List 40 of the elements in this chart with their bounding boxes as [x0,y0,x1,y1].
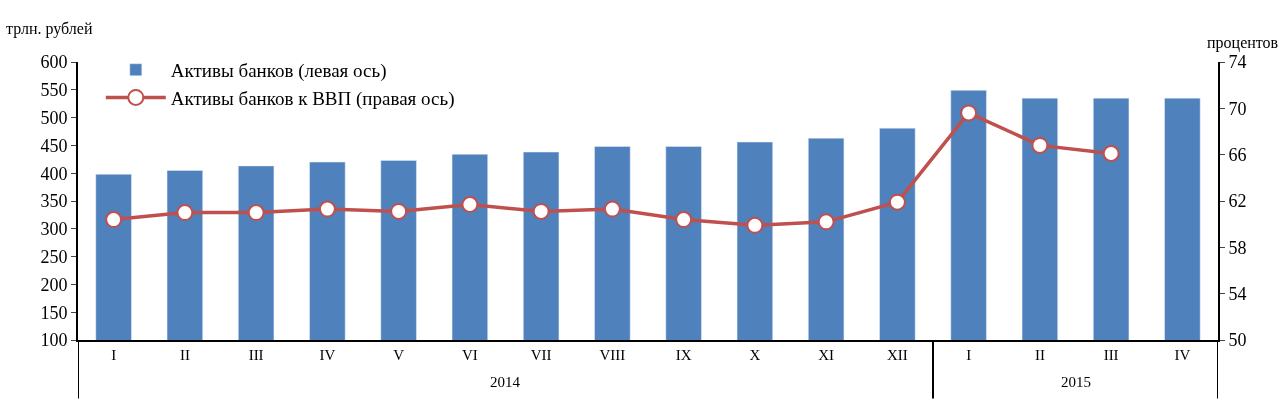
y2-tick-label: 66 [1228,144,1247,165]
x-tick-label: XII [886,347,908,363]
y2-tick-label: 70 [1228,98,1247,119]
x-tick-label: I [966,347,972,363]
x-tick-label: XI [818,347,835,363]
y2-tick-label: 74 [1228,52,1247,73]
x-tick-label: II [1034,347,1045,363]
y2-tick-label: 54 [1228,283,1247,304]
y-tick-label: 600 [40,52,68,73]
y-tick-label: 450 [40,135,68,156]
x-tick-label: III [1103,347,1119,363]
y-tick-label: 400 [40,163,68,184]
y2-tick-label: 62 [1228,191,1247,212]
x-tick-label: VIII [599,347,626,363]
y-tick-label: 250 [40,246,68,267]
y2-axis-title: процентов [1207,34,1279,52]
y-tick-label: 200 [40,274,68,295]
legend-label: Активы банков к ВВП (правая ось) [170,87,455,110]
y2-tick-label: 58 [1228,237,1247,258]
x-tick-label: IX [675,347,692,363]
x-tick-label: X [749,347,761,363]
text: 2014 [490,374,521,390]
y2-tick-label: 50 [1228,330,1247,351]
x-tick-label: V [393,347,405,363]
text: 2015 [1061,374,1091,390]
y-tick-label: 100 [40,330,68,351]
y-axis-title: трлн. рублей [6,20,93,38]
y-tick-label: 550 [40,80,68,101]
x-tick-label: I [111,347,117,363]
x-tick-label: II [179,347,190,363]
y-tick-label: 300 [40,219,68,240]
x-tick-label: IV [319,347,336,363]
y-tick-label: 350 [40,191,68,212]
legend-label: Активы банков (левая ось) [170,60,387,83]
x-tick-label: III [248,347,264,363]
y-tick-label: 150 [40,302,68,323]
x-tick-label: VII [530,347,552,363]
x-tick-label: IV [1174,347,1191,363]
y-tick-label: 500 [40,107,68,128]
x-tick-label: VI [461,347,478,363]
